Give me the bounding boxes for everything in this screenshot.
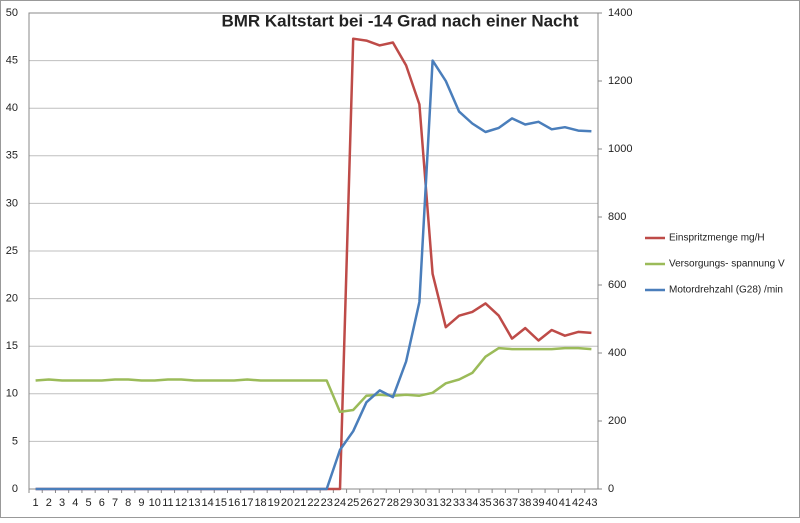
x-tick-label: 37 <box>506 497 518 509</box>
x-tick-label: 40 <box>546 497 558 509</box>
x-tick-label: 21 <box>294 497 306 509</box>
x-tick-label: 18 <box>254 497 266 509</box>
x-tick-label: 41 <box>559 497 571 509</box>
x-tick-label: 36 <box>493 497 505 509</box>
y-tick-label: 15 <box>6 340 18 352</box>
series-line <box>35 59 592 491</box>
y-tick-label: 30 <box>6 197 18 209</box>
x-tick-label: 43 <box>585 497 597 509</box>
x-tick-label: 39 <box>532 497 544 509</box>
x-tick-label: 10 <box>149 497 161 509</box>
x-tick-label: 33 <box>453 497 465 509</box>
x-tick-label: 25 <box>347 497 359 509</box>
x-tick-label: 23 <box>321 497 333 509</box>
y-tick-label: 35 <box>6 150 18 162</box>
y2-tick-label: 200 <box>608 415 626 427</box>
x-tick-label: 34 <box>466 497 478 509</box>
y-tick-label: 25 <box>6 245 18 257</box>
x-tick-label: 32 <box>440 497 452 509</box>
x-tick-label: 27 <box>374 497 386 509</box>
y2-tick-label: 1200 <box>608 75 632 87</box>
x-tick-label: 16 <box>228 497 240 509</box>
x-tick-label: 3 <box>59 497 65 509</box>
y2-tick-label: 600 <box>608 279 626 291</box>
y-tick-label: 5 <box>12 435 18 447</box>
chart-title: BMR Kaltstart bei -14 Grad nach einer Na… <box>221 11 578 30</box>
y2-tick-label: 0 <box>608 483 614 495</box>
x-tick-label: 13 <box>188 497 200 509</box>
x-tick-label: 4 <box>72 497 78 509</box>
x-tick-label: 15 <box>215 497 227 509</box>
x-tick-label: 31 <box>426 497 438 509</box>
x-tick-label: 1 <box>33 497 39 509</box>
y2-tick-label: 1000 <box>608 143 632 155</box>
x-tick-label: 29 <box>400 497 412 509</box>
y-tick-label: 10 <box>6 388 18 400</box>
x-tick-label: 24 <box>334 497 346 509</box>
series-line <box>35 346 592 414</box>
x-tick-label: 11 <box>162 497 173 509</box>
x-tick-label: 6 <box>99 497 105 509</box>
x-tick-label: 22 <box>307 497 319 509</box>
y-tick-label: 50 <box>6 7 18 19</box>
x-tick-label: 19 <box>268 497 280 509</box>
x-tick-label: 9 <box>138 497 144 509</box>
y-tick-label: 45 <box>6 55 18 67</box>
y2-tick-label: 400 <box>608 347 626 359</box>
x-tick-label: 17 <box>241 497 253 509</box>
x-tick-label: 8 <box>125 497 131 509</box>
x-tick-label: 26 <box>360 497 372 509</box>
x-tick-label: 7 <box>112 497 118 509</box>
y-tick-label: 0 <box>12 483 18 495</box>
y2-tick-label: 800 <box>608 211 626 223</box>
x-tick-label: 12 <box>175 497 187 509</box>
x-tick-label: 30 <box>413 497 425 509</box>
y-tick-label: 20 <box>6 293 18 305</box>
legend-label: Versorgungs- spannung V <box>669 259 785 270</box>
x-tick-label: 38 <box>519 497 531 509</box>
y2-tick-label: 1400 <box>608 7 632 19</box>
legend-label: Motordrehzahl (G28) /min <box>669 285 783 296</box>
legend-label: Einspritzmenge mg/H <box>669 233 765 244</box>
x-tick-label: 35 <box>479 497 491 509</box>
x-tick-label: 20 <box>281 497 293 509</box>
x-tick-label: 14 <box>202 497 214 509</box>
x-tick-label: 2 <box>46 497 52 509</box>
x-tick-label: 28 <box>387 497 399 509</box>
y-tick-label: 40 <box>6 102 18 114</box>
x-tick-label: 42 <box>572 497 584 509</box>
x-tick-label: 5 <box>85 497 91 509</box>
